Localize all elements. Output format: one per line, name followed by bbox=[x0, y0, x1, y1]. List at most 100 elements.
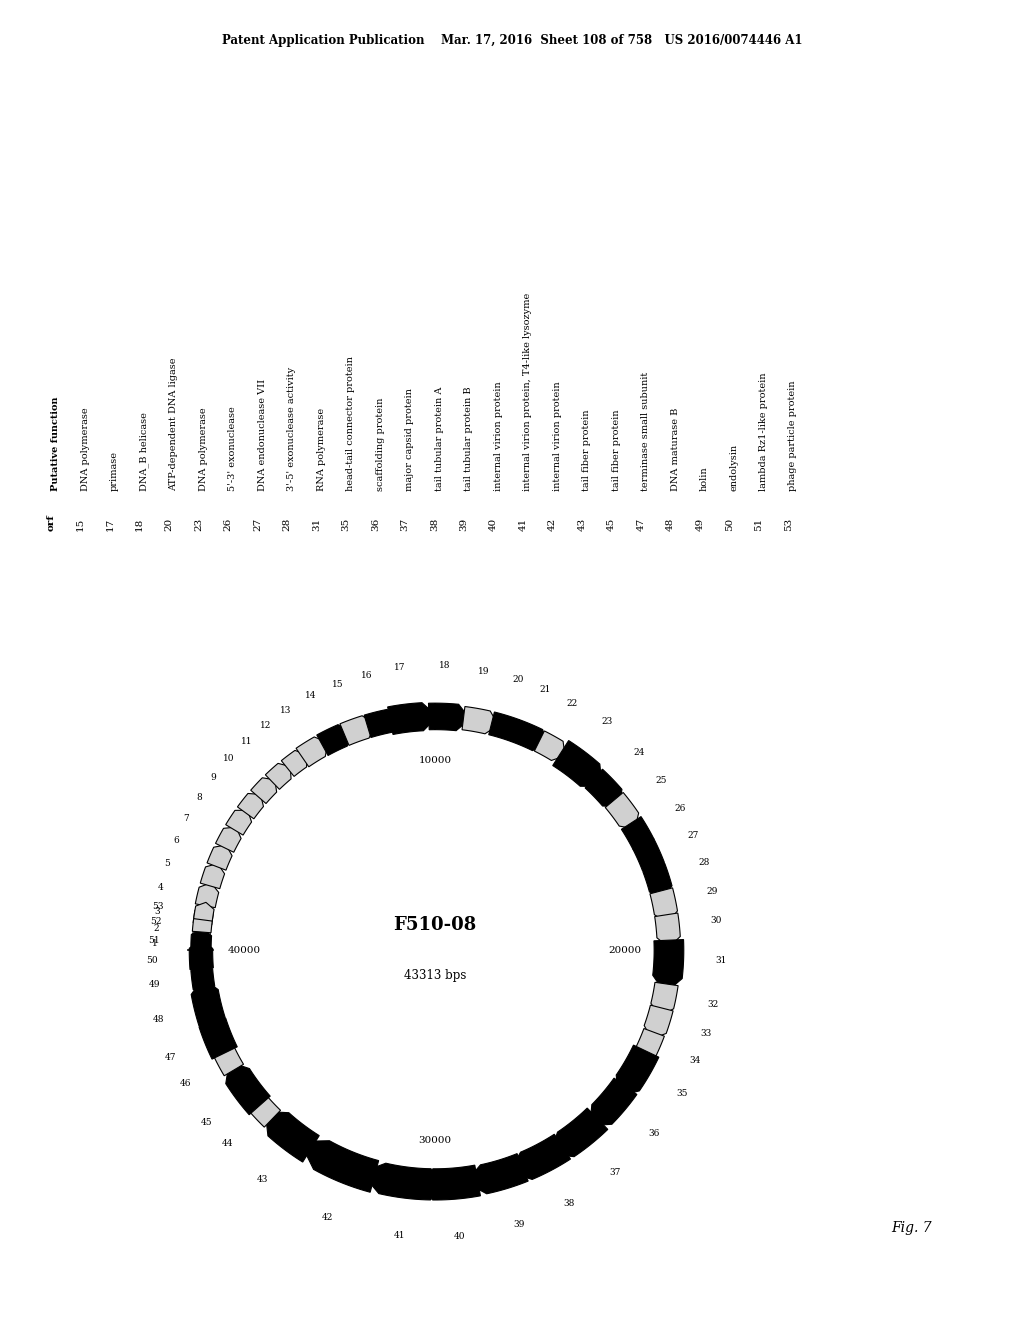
Text: 34: 34 bbox=[689, 1056, 700, 1065]
Text: 35: 35 bbox=[342, 517, 350, 531]
Text: internal virion protein: internal virion protein bbox=[494, 381, 503, 491]
Text: scaffolding protein: scaffolding protein bbox=[376, 397, 385, 491]
Text: Putative function: Putative function bbox=[51, 396, 60, 491]
Text: Patent Application Publication    Mar. 17, 2016  Sheet 108 of 758   US 2016/0074: Patent Application Publication Mar. 17, … bbox=[222, 34, 802, 48]
Polygon shape bbox=[643, 863, 672, 899]
Text: 13: 13 bbox=[280, 706, 291, 715]
Text: 33: 33 bbox=[700, 1028, 712, 1038]
Text: DNA_B helicase: DNA_B helicase bbox=[139, 412, 150, 491]
Text: 27: 27 bbox=[253, 517, 262, 531]
Text: 51: 51 bbox=[755, 517, 764, 531]
Text: 41: 41 bbox=[518, 517, 527, 531]
Polygon shape bbox=[553, 741, 602, 787]
Text: 3'-5' exonuclease activity: 3'-5' exonuclease activity bbox=[287, 367, 296, 491]
Text: 40: 40 bbox=[455, 1232, 466, 1241]
Text: tail fiber protein: tail fiber protein bbox=[611, 409, 621, 491]
Polygon shape bbox=[509, 1134, 570, 1180]
Text: 48: 48 bbox=[666, 517, 675, 531]
Polygon shape bbox=[616, 1045, 658, 1096]
Polygon shape bbox=[225, 1061, 270, 1115]
Polygon shape bbox=[550, 1107, 608, 1156]
Text: 46: 46 bbox=[179, 1078, 191, 1088]
Text: 26: 26 bbox=[223, 517, 232, 531]
Text: 12: 12 bbox=[260, 721, 271, 730]
Polygon shape bbox=[199, 1008, 238, 1059]
Text: 50: 50 bbox=[725, 517, 734, 531]
Text: 5: 5 bbox=[164, 859, 170, 867]
Text: 26: 26 bbox=[675, 804, 686, 813]
Polygon shape bbox=[654, 913, 680, 948]
Text: 38: 38 bbox=[563, 1199, 575, 1208]
Polygon shape bbox=[585, 770, 622, 807]
Text: 11: 11 bbox=[241, 737, 252, 746]
Text: DNA endonuclease VII: DNA endonuclease VII bbox=[258, 379, 266, 491]
Text: 20: 20 bbox=[512, 675, 523, 684]
Text: 52: 52 bbox=[150, 916, 162, 925]
Text: 31: 31 bbox=[716, 956, 727, 965]
Text: phage particle protein: phage particle protein bbox=[788, 380, 798, 491]
Text: 43: 43 bbox=[257, 1175, 268, 1184]
Text: 7: 7 bbox=[183, 813, 189, 822]
Polygon shape bbox=[388, 702, 437, 734]
Text: 6: 6 bbox=[173, 836, 178, 845]
Text: 39: 39 bbox=[460, 517, 469, 531]
Text: 4: 4 bbox=[158, 883, 164, 891]
Text: lambda Rz1-like protein: lambda Rz1-like protein bbox=[759, 372, 768, 491]
Polygon shape bbox=[247, 1092, 281, 1127]
Text: 42: 42 bbox=[548, 517, 557, 531]
Text: 2: 2 bbox=[153, 924, 159, 933]
Polygon shape bbox=[191, 978, 225, 1026]
Text: 15: 15 bbox=[76, 517, 85, 531]
Polygon shape bbox=[215, 828, 241, 853]
Text: 27: 27 bbox=[688, 830, 699, 840]
Text: 29: 29 bbox=[707, 887, 718, 896]
Polygon shape bbox=[194, 907, 213, 925]
Polygon shape bbox=[201, 863, 224, 888]
Text: DNA polymerase: DNA polymerase bbox=[81, 407, 90, 491]
Text: tail tubular protein A: tail tubular protein A bbox=[434, 387, 443, 491]
Text: 43: 43 bbox=[578, 517, 587, 531]
Polygon shape bbox=[535, 731, 565, 760]
Text: 30: 30 bbox=[711, 916, 722, 925]
Polygon shape bbox=[282, 750, 307, 776]
Polygon shape bbox=[316, 725, 352, 755]
Text: 15: 15 bbox=[333, 680, 344, 689]
Text: 38: 38 bbox=[430, 517, 439, 531]
Text: 53: 53 bbox=[152, 902, 164, 911]
Polygon shape bbox=[265, 1111, 319, 1162]
Polygon shape bbox=[190, 929, 212, 949]
Text: 28: 28 bbox=[283, 517, 292, 531]
Text: 1: 1 bbox=[153, 939, 158, 948]
Text: 45: 45 bbox=[607, 517, 616, 531]
Polygon shape bbox=[238, 793, 263, 818]
Text: 53: 53 bbox=[784, 517, 793, 531]
Text: 10000: 10000 bbox=[419, 755, 452, 764]
Text: 17: 17 bbox=[394, 663, 406, 672]
Text: 28: 28 bbox=[698, 858, 710, 867]
Text: 32: 32 bbox=[708, 1001, 719, 1008]
Text: 30000: 30000 bbox=[419, 1137, 452, 1146]
Text: 48: 48 bbox=[153, 1015, 164, 1024]
Text: 35: 35 bbox=[677, 1089, 688, 1098]
Text: tail fiber protein: tail fiber protein bbox=[582, 409, 591, 491]
Text: F510-08: F510-08 bbox=[393, 916, 476, 935]
Text: 45: 45 bbox=[201, 1118, 213, 1127]
Text: 21: 21 bbox=[540, 685, 551, 694]
Text: 49: 49 bbox=[148, 981, 161, 989]
Text: 47: 47 bbox=[637, 517, 645, 531]
Polygon shape bbox=[296, 737, 328, 767]
Text: orf: orf bbox=[47, 513, 55, 531]
Text: 18: 18 bbox=[135, 517, 144, 531]
Text: 5'-3' exonuclease: 5'-3' exonuclease bbox=[228, 405, 238, 491]
Polygon shape bbox=[193, 915, 212, 933]
Polygon shape bbox=[193, 923, 211, 937]
Text: 20: 20 bbox=[165, 517, 174, 531]
Text: 50: 50 bbox=[146, 956, 158, 965]
Text: 40: 40 bbox=[489, 517, 498, 531]
Text: 51: 51 bbox=[147, 936, 160, 945]
Text: 3: 3 bbox=[154, 907, 160, 916]
Text: 16: 16 bbox=[360, 671, 372, 680]
Text: 49: 49 bbox=[695, 517, 705, 531]
Polygon shape bbox=[207, 845, 232, 870]
Text: internal virion protein, T4-like lysozyme: internal virion protein, T4-like lysozym… bbox=[523, 292, 532, 491]
